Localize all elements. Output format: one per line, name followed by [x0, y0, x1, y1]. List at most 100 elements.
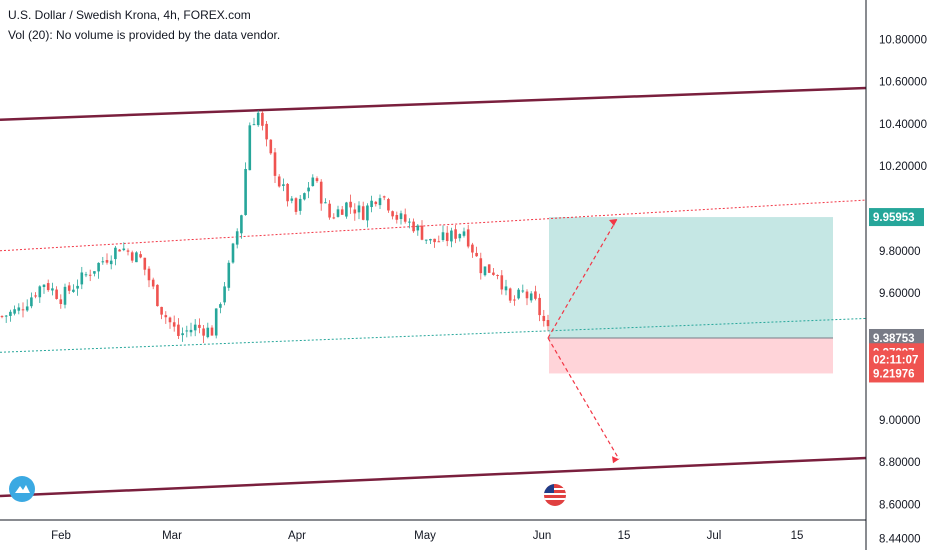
- price-tag: 9.95953: [869, 208, 924, 227]
- price-tag-label: 9.21976: [873, 368, 915, 380]
- candle-body: [231, 243, 235, 263]
- candle-body: [139, 254, 142, 258]
- candle-body: [177, 324, 180, 336]
- candle-body: [223, 286, 226, 303]
- candle-body: [546, 320, 550, 327]
- candle-body: [109, 260, 113, 265]
- tradingview-logo-icon[interactable]: [9, 476, 35, 502]
- candle-body: [319, 181, 323, 204]
- candle-body: [13, 309, 16, 314]
- price-tick-label: 9.60000: [879, 288, 921, 300]
- candle-body: [76, 285, 79, 289]
- candle-body: [193, 324, 197, 331]
- candle-body: [126, 250, 130, 252]
- us-flag-event-icon[interactable]: [544, 484, 566, 506]
- channel-lower-line[interactable]: [0, 456, 867, 498]
- price-tag-label: 9.38753: [873, 333, 915, 345]
- candle-body: [97, 262, 100, 272]
- candle-body: [328, 203, 331, 218]
- candle-body: [17, 307, 21, 311]
- candle-body: [403, 214, 407, 222]
- candle-body: [504, 286, 508, 291]
- candle-body: [336, 209, 340, 217]
- candle-body: [269, 139, 273, 154]
- candle-body: [147, 268, 151, 281]
- candle-body: [63, 286, 67, 305]
- candle-body: [164, 315, 168, 318]
- channel-midline-green[interactable]: [0, 317, 867, 353]
- candle-body: [315, 178, 319, 182]
- candle-body: [261, 112, 264, 126]
- candle-body: [298, 198, 302, 211]
- candle-body: [529, 293, 533, 301]
- candle-body: [534, 291, 537, 299]
- candle-body: [135, 252, 138, 263]
- candle-body: [38, 286, 42, 298]
- candle-body: [332, 217, 336, 219]
- candle-body: [59, 299, 63, 304]
- candle-body: [4, 315, 8, 317]
- candle-body: [88, 274, 92, 276]
- candle-body: [303, 193, 306, 200]
- candle-body: [412, 221, 415, 232]
- candle-body: [0, 316, 4, 318]
- candle-body: [378, 198, 382, 206]
- time-tick-label: Jun: [533, 530, 552, 542]
- candle-body: [542, 315, 546, 322]
- candle-body: [93, 271, 96, 274]
- price-tick-label: 8.80000: [879, 457, 921, 469]
- candle-body: [307, 187, 310, 192]
- projection-up-arrow[interactable]: [547, 218, 618, 339]
- candle-body: [235, 231, 239, 245]
- channel-midline-red[interactable]: [0, 199, 867, 252]
- candle-body: [450, 230, 453, 242]
- candle-body: [382, 196, 386, 198]
- candle-body: [202, 328, 205, 336]
- candle-body: [487, 264, 491, 273]
- candle-body: [30, 297, 33, 307]
- price-tag-bg: [869, 208, 924, 227]
- candle-body: [9, 311, 12, 316]
- candle-body: [265, 123, 268, 140]
- price-tag-bg: [869, 350, 924, 369]
- candle-body: [445, 232, 449, 242]
- candle-body: [114, 247, 117, 260]
- price-tick-label: 9.80000: [879, 246, 921, 258]
- candle-body: [454, 229, 457, 239]
- candle-body: [500, 275, 504, 290]
- candle-body: [424, 239, 428, 241]
- loss-zone[interactable]: [549, 337, 833, 374]
- candle-body: [466, 229, 470, 247]
- profit-zone[interactable]: [549, 217, 833, 338]
- time-tick-label: Feb: [51, 530, 71, 542]
- candle-body: [496, 275, 499, 277]
- candle-body: [353, 209, 357, 214]
- candle-body: [105, 260, 109, 263]
- candle-body: [458, 234, 462, 239]
- price-tag-label: 9.95953: [873, 212, 915, 224]
- candle-body: [34, 295, 37, 297]
- candle-body: [324, 202, 327, 204]
- candle-body: [538, 297, 541, 316]
- candle-body: [429, 239, 432, 241]
- candle-body: [25, 306, 29, 311]
- candle-body: [214, 308, 218, 336]
- candle-body: [244, 168, 247, 216]
- candle-body: [441, 232, 445, 241]
- candle-body: [219, 304, 222, 308]
- time-tick-label: Mar: [162, 530, 182, 542]
- channel-upper-line[interactable]: [0, 86, 867, 121]
- time-tick-label: 15: [618, 530, 631, 542]
- candle-body: [349, 201, 352, 208]
- projection-down-arrow[interactable]: [547, 337, 620, 460]
- candle-body: [286, 183, 289, 202]
- candle-body: [273, 152, 277, 176]
- candle-body: [168, 317, 172, 323]
- time-tick-label: Apr: [288, 530, 306, 542]
- candle-body: [290, 198, 294, 201]
- candle-body: [366, 205, 369, 221]
- candle-body: [67, 285, 71, 291]
- candle-body: [525, 291, 529, 299]
